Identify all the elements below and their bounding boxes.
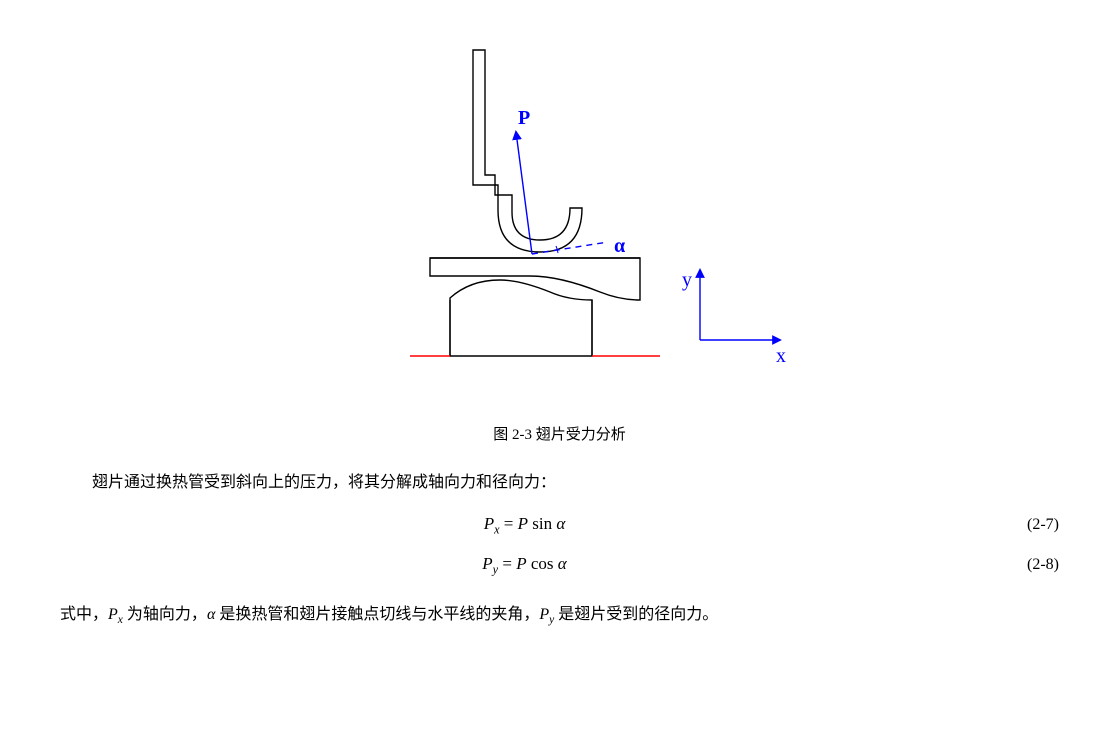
svg-text:P: P — [518, 107, 530, 129]
svg-text:x: x — [776, 345, 786, 367]
figure-caption: 图 2-3 翅片受力分析 — [60, 421, 1059, 450]
svg-text:α: α — [614, 235, 625, 257]
equation-row-2: Py = P cos α(2-8) — [60, 548, 1059, 582]
equation-body: Py = P cos α — [60, 548, 989, 582]
explanation-paragraph: 式中，Px 为轴向力，α 是换热管和翅片接触点切线与水平线的夹角，Py 是翅片受… — [60, 596, 1059, 635]
force-diagram-svg: Pα x y — [300, 40, 820, 400]
equation-number: (2-7) — [989, 510, 1059, 540]
equation-row-1: Px = P sin α(2-7) — [60, 508, 1059, 542]
paragraph-1: 翅片通过换热管受到斜向上的压力，将其分解成轴向力和径向力： — [60, 468, 1059, 498]
equation-number: (2-8) — [989, 550, 1059, 580]
equations-block: Px = P sin α(2-7)Py = P cos α(2-8) — [60, 508, 1059, 581]
figure-container: Pα x y — [60, 40, 1059, 411]
svg-text:y: y — [682, 269, 692, 291]
equation-body: Px = P sin α — [60, 508, 989, 542]
